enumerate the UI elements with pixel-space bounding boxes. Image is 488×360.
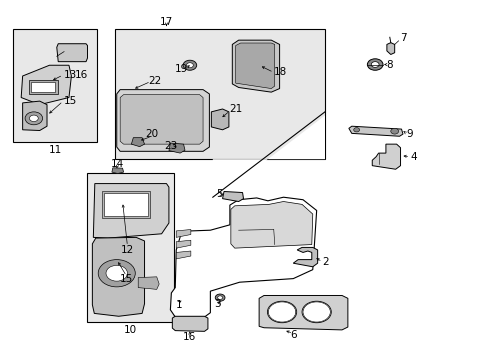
Polygon shape (371, 144, 400, 169)
Text: 5: 5 (215, 189, 222, 199)
Text: 8: 8 (385, 59, 392, 69)
Polygon shape (172, 316, 207, 331)
Bar (87, 173, 173, 321)
Text: 2: 2 (322, 257, 328, 267)
Polygon shape (138, 277, 159, 289)
Circle shape (98, 260, 135, 287)
Circle shape (217, 296, 222, 300)
Text: 12: 12 (121, 245, 134, 255)
Text: 19: 19 (174, 64, 187, 74)
Text: 20: 20 (145, 129, 158, 139)
Text: 22: 22 (148, 76, 161, 86)
Bar (102, 191, 150, 218)
Circle shape (302, 301, 330, 323)
Polygon shape (170, 197, 316, 317)
Polygon shape (235, 43, 274, 89)
Polygon shape (230, 202, 312, 248)
Bar (13, 30, 97, 142)
Text: 18: 18 (273, 67, 286, 77)
Circle shape (267, 301, 296, 323)
Polygon shape (212, 116, 325, 202)
Circle shape (370, 62, 378, 67)
Polygon shape (232, 40, 279, 92)
Text: 4: 4 (409, 152, 416, 162)
Bar (29, 80, 58, 94)
Polygon shape (115, 30, 325, 159)
Circle shape (183, 60, 196, 70)
Polygon shape (21, 65, 71, 105)
Polygon shape (93, 184, 168, 238)
Text: 21: 21 (228, 104, 242, 114)
Circle shape (106, 265, 127, 281)
Text: 11: 11 (49, 144, 62, 154)
Polygon shape (222, 192, 243, 202)
Text: 10: 10 (123, 325, 137, 334)
Polygon shape (293, 247, 317, 267)
Polygon shape (22, 101, 47, 131)
Circle shape (353, 128, 359, 132)
Text: 14: 14 (111, 159, 124, 169)
Bar (31, 82, 55, 92)
Polygon shape (120, 95, 203, 144)
Polygon shape (57, 44, 87, 62)
Polygon shape (168, 143, 184, 153)
Text: 15: 15 (64, 96, 77, 106)
Text: 3: 3 (214, 299, 221, 309)
Text: 23: 23 (164, 141, 178, 151)
Ellipse shape (303, 303, 329, 320)
Polygon shape (211, 109, 228, 130)
Circle shape (29, 115, 38, 122)
Bar (104, 193, 148, 216)
Polygon shape (112, 168, 123, 174)
Text: 15: 15 (120, 274, 133, 284)
Polygon shape (117, 90, 209, 151)
Circle shape (390, 129, 398, 134)
Text: 16: 16 (74, 70, 87, 80)
Circle shape (303, 302, 330, 322)
Polygon shape (386, 42, 394, 54)
Polygon shape (176, 251, 190, 259)
Circle shape (25, 112, 42, 125)
Text: 7: 7 (400, 33, 407, 43)
Text: 13: 13 (64, 70, 77, 80)
Polygon shape (92, 237, 144, 316)
Text: 9: 9 (406, 129, 412, 139)
Text: 6: 6 (289, 330, 296, 340)
Circle shape (215, 294, 224, 301)
Polygon shape (131, 138, 144, 147)
Polygon shape (176, 229, 190, 237)
Polygon shape (259, 296, 347, 330)
Circle shape (186, 63, 193, 68)
Text: 17: 17 (160, 17, 173, 27)
Ellipse shape (268, 303, 295, 320)
Circle shape (268, 302, 295, 322)
Polygon shape (348, 126, 402, 136)
Text: 1: 1 (175, 300, 182, 310)
Polygon shape (176, 240, 190, 248)
Circle shape (366, 59, 382, 70)
Text: 16: 16 (183, 332, 196, 342)
